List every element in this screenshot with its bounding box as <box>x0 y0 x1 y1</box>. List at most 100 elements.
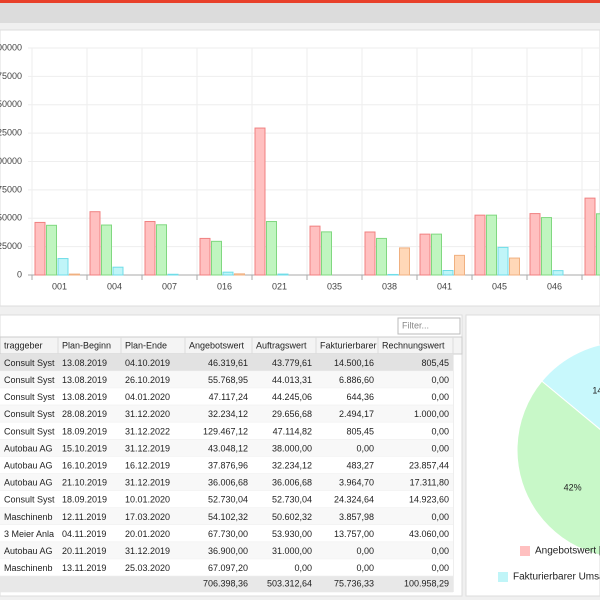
y-tick-label: 25000 <box>0 241 22 251</box>
table-cell: Maschinenb <box>4 563 53 573</box>
pie-slice <box>516 380 600 556</box>
x-tick-label: 001 <box>52 281 67 291</box>
table-cell: 52.730,04 <box>208 495 248 505</box>
table-cell: 644,36 <box>346 392 374 402</box>
table-cell: 43.048,12 <box>208 443 248 453</box>
bar <box>101 224 112 276</box>
bar <box>277 273 289 276</box>
x-tick-label: 035 <box>327 281 342 291</box>
table-row[interactable] <box>0 422 453 440</box>
filter-placeholder: Filter... <box>402 320 429 330</box>
table-row[interactable] <box>0 456 453 474</box>
table-cell: 36.006,68 <box>272 478 312 488</box>
bar <box>552 270 564 276</box>
legend-label[interactable]: Fakturierbarer Umsat <box>513 572 600 583</box>
table-cell: 31.12.2019 <box>125 546 170 556</box>
column-header[interactable]: Auftragswert <box>256 340 307 350</box>
bar <box>144 221 156 276</box>
legend-label[interactable]: Angebotswert [E <box>535 546 600 557</box>
table-cell: 0,00 <box>431 392 449 402</box>
table-row[interactable] <box>0 542 453 560</box>
table-cell: 54.102,32 <box>208 512 248 522</box>
filter-input[interactable] <box>397 317 461 335</box>
y-tick-label: 75000 <box>0 184 22 194</box>
table-cell: 29.656,68 <box>272 409 312 419</box>
table-cell: Consult Syst <box>4 426 55 436</box>
table-cell: 44.245,06 <box>272 392 312 402</box>
bar <box>211 240 222 276</box>
table-cell: 3.857,98 <box>339 512 374 522</box>
total-cell: 706.398,36 <box>203 579 248 589</box>
table-cell: Consult Syst <box>4 495 55 505</box>
bar <box>254 127 266 276</box>
table-row[interactable] <box>0 371 453 389</box>
table-row[interactable] <box>0 439 453 457</box>
table-cell: 13.08.2019 <box>62 358 107 368</box>
y-tick-label: 0 <box>17 269 22 279</box>
table-cell: 32.234,12 <box>272 461 312 471</box>
legend-swatch[interactable] <box>520 546 530 556</box>
column-header[interactable]: Angebotswert <box>189 340 245 350</box>
table-cell: 483,27 <box>346 461 374 471</box>
table-row[interactable] <box>0 354 453 372</box>
bar <box>584 197 596 276</box>
x-tick-label: 007 <box>162 281 177 291</box>
table-cell: 0,00 <box>356 443 374 453</box>
table-cell: 25.03.2020 <box>125 563 170 573</box>
table-cell: 46.319,61 <box>208 358 248 368</box>
table-cell: 37.876,96 <box>208 461 248 471</box>
table-cell: 0,00 <box>431 546 449 556</box>
column-header[interactable]: Plan-Beginn <box>62 340 111 350</box>
table-row[interactable] <box>0 559 453 577</box>
table-cell: Autobau AG <box>4 461 53 471</box>
table-row[interactable] <box>0 388 453 406</box>
table-cell: 1.000,00 <box>414 409 449 419</box>
table-cell: 47.114,82 <box>273 426 312 436</box>
legend-swatch[interactable] <box>498 572 508 582</box>
table-cell: 55.768,95 <box>208 375 248 385</box>
column-header[interactable]: Rechnungswert <box>382 340 445 350</box>
table-cell: 13.08.2019 <box>62 392 107 402</box>
bar <box>376 237 387 276</box>
table-cell: 18.09.2019 <box>62 495 107 505</box>
y-tick-label: 100000 <box>0 156 22 166</box>
table-row[interactable] <box>0 525 453 543</box>
table-cell: 43.060,00 <box>409 529 449 539</box>
table-cell: 14.500,16 <box>334 358 374 368</box>
column-header[interactable]: Fakturierbarer <box>320 340 377 350</box>
bar <box>596 213 600 276</box>
table-cell: 16.12.2019 <box>125 461 170 471</box>
table-cell: 04.01.2020 <box>125 392 170 402</box>
toolbar <box>0 3 600 23</box>
x-tick-label: 016 <box>217 281 232 291</box>
table-row[interactable] <box>0 473 453 491</box>
table-cell: 0,00 <box>431 375 449 385</box>
table-cell: 47.117,24 <box>209 392 248 402</box>
table-cell: 2.494,17 <box>339 409 374 419</box>
table-cell: 0,00 <box>356 546 374 556</box>
table: traggeber Plan-Beginn Plan-Ende Angebotswer… <box>0 336 463 593</box>
table-cell: 31.000,00 <box>272 546 312 556</box>
table-footer <box>0 576 453 593</box>
table-cell: 17.03.2020 <box>125 512 170 522</box>
bar <box>454 254 465 276</box>
y-tick-label: 125000 <box>0 128 22 138</box>
table-cell: Maschinenb <box>4 512 53 522</box>
table-cell: 31.12.2019 <box>125 443 170 453</box>
bar <box>89 211 101 276</box>
table-cell: 0,00 <box>431 563 449 573</box>
column-header[interactable]: Plan-Ende <box>125 340 167 350</box>
bar <box>387 273 399 276</box>
table-cell: 53.930,00 <box>272 529 312 539</box>
table-cell: 0,00 <box>431 512 449 522</box>
table-cell: 04.10.2019 <box>125 358 170 368</box>
table-cell: 52.730,04 <box>272 495 312 505</box>
table-cell: 31.12.2019 <box>125 478 170 488</box>
table-row[interactable] <box>0 490 453 508</box>
table-row[interactable] <box>0 507 453 525</box>
table-row[interactable] <box>0 405 453 423</box>
table-cell: 13.08.2019 <box>62 375 107 385</box>
x-tick-label: 045 <box>492 281 507 291</box>
column-header[interactable]: traggeber <box>4 340 43 350</box>
